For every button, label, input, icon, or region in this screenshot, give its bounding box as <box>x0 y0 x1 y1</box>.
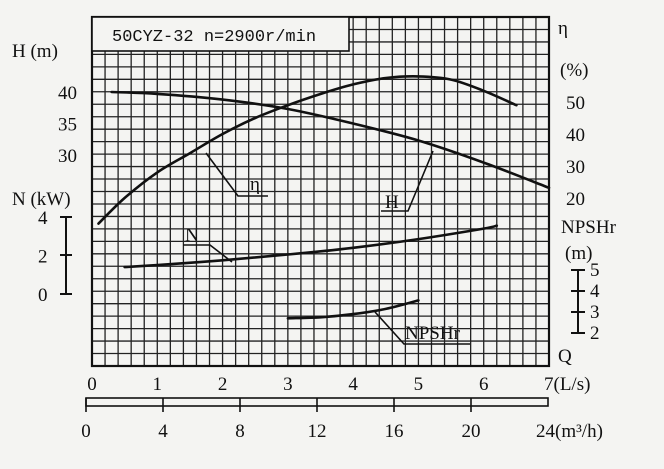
tick-label: 5 <box>414 374 424 395</box>
tick-label: 0 <box>38 285 48 306</box>
tick-label: 2 <box>590 323 600 344</box>
x-axis-ticks: 0 1 2 3 4 5 6 <box>87 374 488 395</box>
tick-label: 20 <box>566 189 585 210</box>
tick-label: 6 <box>479 374 489 395</box>
tick-label: 20 <box>462 421 481 442</box>
tick-label: 3 <box>283 374 293 395</box>
tick-label: 2 <box>218 374 228 395</box>
tick-label: 50 <box>566 93 585 114</box>
tick-label: 3 <box>590 302 600 323</box>
tick-label: 4 <box>38 208 48 229</box>
eta-axis-label: η <box>558 18 568 39</box>
q-corner-label: Q <box>558 346 572 367</box>
tick-label: 0 <box>81 421 91 442</box>
secondary-x-axis-end-label: 24(m³/h) <box>536 421 603 442</box>
tick-label: 4 <box>158 421 168 442</box>
series-line-eta <box>97 75 518 225</box>
n-leader <box>183 244 233 263</box>
eta-curve-label: η <box>250 174 260 195</box>
series-line-npsh <box>286 299 420 320</box>
tick-label: 12 <box>308 421 327 442</box>
tick-label: 16 <box>385 421 404 442</box>
n-curve-label: N <box>185 225 199 246</box>
chart-grid <box>91 16 550 367</box>
n-axis-label: N (kW) <box>12 189 71 210</box>
tick-label: 30 <box>566 157 585 178</box>
npsh-curve-label: NPSHr <box>405 323 461 344</box>
tick-label: 40 <box>58 83 77 104</box>
tick-label: 40 <box>566 125 585 146</box>
eta-axis-unit: (%) <box>560 60 588 81</box>
tick-label: 2 <box>38 247 48 268</box>
npsh-axis-unit: (m) <box>565 243 592 264</box>
tick-label: 0 <box>87 374 97 395</box>
eta-leader <box>205 152 268 197</box>
tick-label: 8 <box>235 421 245 442</box>
series-line-N <box>123 224 499 269</box>
h-curve-label: H <box>385 192 399 213</box>
x-axis-end-label: 7(L/s) <box>544 374 590 395</box>
tick-label: 1 <box>153 374 163 395</box>
tick-label: 35 <box>58 115 77 136</box>
title-box <box>91 16 350 52</box>
tick-label: 4 <box>348 374 358 395</box>
npsh-leader <box>374 311 470 345</box>
tick-label: 5 <box>590 260 600 281</box>
eta-axis-ticks: 50 40 30 20 <box>566 93 585 210</box>
h-axis-ticks: 40 35 30 <box>58 83 77 167</box>
series-curves <box>97 75 551 320</box>
tick-label: 30 <box>58 146 77 167</box>
secondary-x-axis-ticks: 0 4 8 12 16 20 <box>81 398 481 442</box>
n-axis-ticks: 4 2 0 <box>38 208 48 306</box>
series-line-H <box>110 90 551 190</box>
h-axis-label: H (m) <box>12 41 58 62</box>
npsh-axis-label: NPSHr <box>561 217 617 238</box>
tick-label: 4 <box>590 281 600 302</box>
h-leader <box>381 150 434 212</box>
chart-title: 50CYZ-32 n=2900r/min <box>112 28 316 47</box>
